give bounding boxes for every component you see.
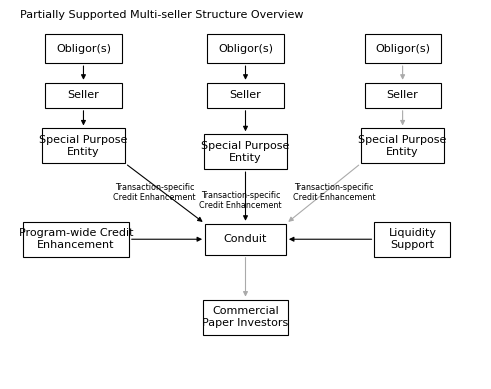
Text: Special Purpose
Entity: Special Purpose Entity <box>39 135 128 157</box>
FancyBboxPatch shape <box>45 34 121 63</box>
Text: Obligor(s): Obligor(s) <box>218 44 273 54</box>
FancyBboxPatch shape <box>361 128 444 163</box>
Text: Commercial
Paper Investors: Commercial Paper Investors <box>202 306 289 328</box>
FancyBboxPatch shape <box>207 34 284 63</box>
FancyBboxPatch shape <box>202 300 288 335</box>
FancyBboxPatch shape <box>24 222 129 257</box>
FancyBboxPatch shape <box>364 83 440 108</box>
FancyBboxPatch shape <box>207 83 284 108</box>
Text: Partially Supported Multi-seller Structure Overview: Partially Supported Multi-seller Structu… <box>20 10 303 20</box>
Text: Program-wide Credit
Enhancement: Program-wide Credit Enhancement <box>19 228 134 250</box>
Text: Transaction-specific
Credit Enhancement: Transaction-specific Credit Enhancement <box>113 183 196 202</box>
Text: Seller: Seller <box>230 90 261 100</box>
Text: Liquidity
Support: Liquidity Support <box>388 228 436 250</box>
Text: Special Purpose
Entity: Special Purpose Entity <box>358 135 447 157</box>
FancyBboxPatch shape <box>204 134 287 169</box>
Text: Conduit: Conduit <box>224 234 267 244</box>
Text: Seller: Seller <box>68 90 99 100</box>
FancyBboxPatch shape <box>374 222 451 257</box>
FancyBboxPatch shape <box>364 34 440 63</box>
Text: Transaction-specific
Credit Enhancement: Transaction-specific Credit Enhancement <box>293 183 375 202</box>
Text: Seller: Seller <box>387 90 418 100</box>
Text: Special Purpose
Entity: Special Purpose Entity <box>201 141 290 163</box>
Text: Obligor(s): Obligor(s) <box>56 44 111 54</box>
FancyBboxPatch shape <box>45 83 121 108</box>
Text: Obligor(s): Obligor(s) <box>375 44 430 54</box>
Text: Transaction-specific
Credit Enhancement: Transaction-specific Credit Enhancement <box>199 191 282 210</box>
FancyBboxPatch shape <box>205 224 286 255</box>
FancyBboxPatch shape <box>42 128 125 163</box>
